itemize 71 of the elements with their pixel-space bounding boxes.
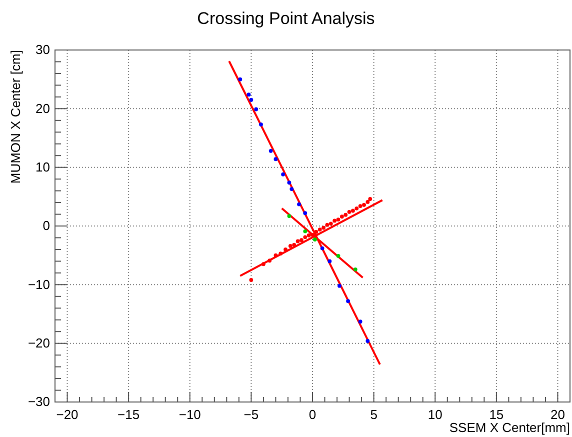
point <box>281 172 286 176</box>
x-axis-title: SSEM X Center[mm] <box>449 420 570 435</box>
point <box>358 320 362 324</box>
point <box>328 222 333 226</box>
point <box>366 339 370 343</box>
point <box>338 284 342 288</box>
point <box>306 233 311 238</box>
point <box>268 148 273 153</box>
x-tick-label: −5 <box>244 407 259 422</box>
point <box>287 180 292 185</box>
y-axis-title: MUMON X Center [cm] <box>8 50 23 184</box>
y-tick-label: 30 <box>36 42 50 58</box>
point <box>249 278 254 282</box>
point <box>320 246 324 250</box>
point <box>292 242 296 247</box>
point <box>347 210 352 214</box>
point <box>284 248 288 252</box>
x-tick-label: 5 <box>370 407 378 422</box>
x-tick-label: 20 <box>550 407 565 422</box>
point <box>358 204 362 208</box>
point <box>325 222 330 227</box>
point <box>262 262 266 266</box>
point <box>336 254 340 258</box>
point <box>287 214 292 218</box>
point <box>368 197 372 201</box>
point <box>322 226 326 230</box>
y-tick-label: 0 <box>42 218 50 234</box>
point <box>288 244 292 248</box>
x-tick-label: −15 <box>118 407 140 422</box>
chart-title: Crossing Point Analysis <box>197 9 375 28</box>
x-tick-label: 15 <box>489 407 504 422</box>
point <box>259 122 263 126</box>
point <box>246 92 251 97</box>
point <box>346 299 350 304</box>
point <box>274 157 278 162</box>
point <box>296 239 300 244</box>
point <box>274 253 278 258</box>
y-tick-label: −10 <box>28 276 50 292</box>
point <box>336 218 340 222</box>
point <box>238 77 242 82</box>
point <box>362 202 366 207</box>
point <box>353 267 358 272</box>
y-tick-label: −20 <box>28 335 50 350</box>
point <box>290 187 294 191</box>
point <box>351 208 355 213</box>
point <box>303 235 308 240</box>
x-tick-label: −10 <box>178 407 201 422</box>
y-tick-label: 20 <box>36 100 50 116</box>
point <box>354 206 359 210</box>
point <box>300 238 304 242</box>
point <box>318 228 322 232</box>
point <box>328 259 332 264</box>
point <box>314 230 318 234</box>
x-tick-label: 10 <box>428 407 442 422</box>
point <box>303 211 308 216</box>
point <box>313 238 317 242</box>
point <box>310 232 314 237</box>
point <box>297 202 301 206</box>
y-tick-label: −30 <box>28 394 50 410</box>
point <box>249 98 254 102</box>
point <box>340 214 344 219</box>
point <box>268 258 272 263</box>
point <box>366 200 370 204</box>
point <box>344 212 348 217</box>
x-tick-label: −20 <box>56 407 78 422</box>
point <box>303 229 308 234</box>
x-tick-label: 0 <box>308 407 316 422</box>
point <box>332 218 337 223</box>
y-tick-label: 10 <box>36 159 50 174</box>
point <box>254 107 258 112</box>
point <box>278 252 283 256</box>
